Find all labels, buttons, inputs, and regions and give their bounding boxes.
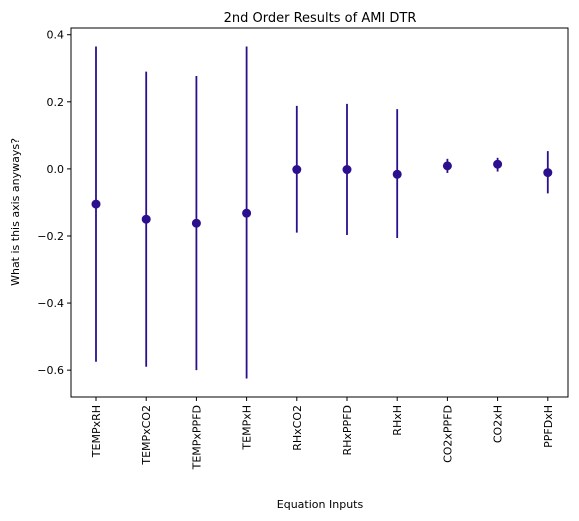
y-axis-title: What is this axis anyways? [9,138,22,286]
x-axis-title: Equation Inputs [277,498,364,511]
y-tick-label: −0.2 [37,230,64,243]
x-tick-label: CO2xH [492,405,505,443]
data-point [92,200,101,209]
y-tick-label: 0.0 [47,163,65,176]
data-point [343,165,352,174]
data-point [543,168,552,177]
y-tick-label: −0.4 [37,297,64,310]
data-point [192,219,201,228]
x-tick-label: RHxCO2 [291,405,304,451]
data-point [393,170,402,179]
data-point [242,209,251,218]
x-tick-label: TEMPxPPFD [190,405,203,470]
data-point [493,160,502,169]
x-tick-label: PPFDxH [542,405,555,448]
y-tick-label: −0.6 [37,364,64,377]
data-point [292,165,301,174]
data-point [443,161,452,170]
x-tick-label: TEMPxRH [90,405,103,458]
x-tick-label: RHxPPFD [341,405,354,456]
x-tick-label: RHxH [391,405,404,436]
y-tick-label: 0.2 [47,96,65,109]
chart-title: 2nd Order Results of AMI DTR [224,11,417,26]
x-tick-label: TEMPxCO2 [140,405,153,466]
data-point [142,215,151,224]
x-tick-label: CO2xPPFD [441,405,454,463]
x-tick-label: TEMPxH [241,405,254,451]
y-tick-label: 0.4 [47,29,65,42]
